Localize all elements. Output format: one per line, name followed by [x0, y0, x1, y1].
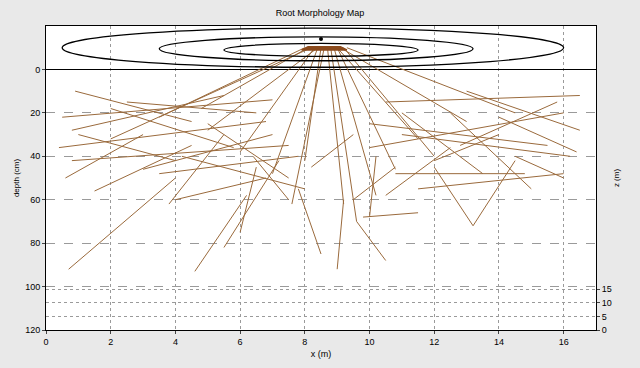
svg-text:16: 16	[559, 337, 569, 347]
svg-text:60: 60	[30, 195, 40, 205]
svg-text:10: 10	[365, 337, 375, 347]
svg-text:100: 100	[25, 282, 40, 292]
svg-text:6: 6	[238, 337, 243, 347]
svg-text:40: 40	[30, 151, 40, 161]
svg-text:Root Morphology Map: Root Morphology Map	[276, 8, 365, 18]
svg-text:2: 2	[108, 337, 113, 347]
svg-text:4: 4	[173, 337, 178, 347]
svg-text:14: 14	[494, 337, 504, 347]
svg-text:5: 5	[602, 312, 607, 322]
svg-text:z (m): z (m)	[612, 169, 621, 188]
svg-text:8: 8	[302, 337, 307, 347]
svg-text:0: 0	[602, 325, 607, 335]
svg-text:120: 120	[25, 325, 40, 335]
svg-text:10: 10	[602, 298, 612, 308]
svg-text:80: 80	[30, 238, 40, 248]
svg-text:15: 15	[602, 284, 612, 294]
svg-text:12: 12	[429, 337, 439, 347]
svg-text:0: 0	[43, 337, 48, 347]
svg-text:20: 20	[30, 108, 40, 118]
svg-text:0: 0	[35, 65, 40, 75]
svg-text:x (m): x (m)	[311, 349, 332, 359]
svg-text:depth (cm): depth (cm)	[12, 159, 21, 198]
